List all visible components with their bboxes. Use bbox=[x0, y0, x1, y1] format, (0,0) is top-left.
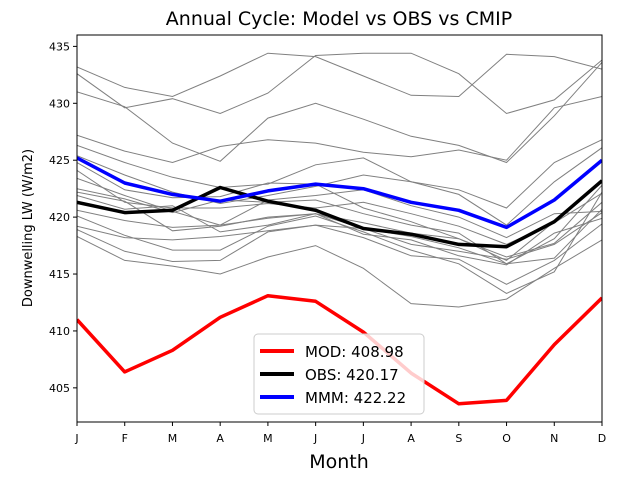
x-tick-label: F bbox=[122, 432, 128, 445]
cmip-model-line-17 bbox=[77, 191, 602, 294]
x-tick-label: M bbox=[168, 432, 178, 445]
cmip-model-line-1 bbox=[77, 52, 602, 98]
legend-label-obs: OBS: 420.17 bbox=[305, 366, 399, 384]
x-tick-label: J bbox=[74, 432, 78, 445]
cmip-model-line-6 bbox=[77, 147, 602, 226]
cmip-model-line-14 bbox=[77, 212, 602, 260]
legend: MOD: 408.98 OBS: 420.17 MMM: 422.22 bbox=[253, 333, 425, 415]
x-tick-label: N bbox=[550, 432, 558, 445]
highlight-series-lines bbox=[77, 156, 602, 406]
cmip-model-line-2 bbox=[77, 52, 602, 115]
plot-area bbox=[76, 34, 603, 423]
cmip-model-line-15 bbox=[77, 223, 602, 285]
y-axis-label: Downwelling LW (W/m2) bbox=[21, 149, 36, 307]
x-tick-label: O bbox=[502, 432, 511, 445]
obs-series-line bbox=[77, 179, 602, 249]
y-tick-label: 410 bbox=[49, 325, 70, 338]
mod-series-line bbox=[77, 293, 602, 406]
x-tick-label: D bbox=[598, 432, 606, 445]
plot-frame bbox=[76, 34, 603, 423]
x-tick-label: S bbox=[455, 432, 462, 445]
chart-title: Annual Cycle: Model vs OBS vs CMIP bbox=[166, 8, 512, 30]
x-axis-label: Month bbox=[309, 451, 369, 473]
cmip-model-line-3 bbox=[77, 61, 602, 164]
y-tick-label: 405 bbox=[49, 382, 70, 395]
x-tick-label: J bbox=[361, 432, 365, 445]
y-tick-label: 430 bbox=[49, 97, 70, 110]
legend-label-mmm: MMM: 422.22 bbox=[305, 389, 406, 407]
cmip-model-line-4 bbox=[77, 96, 602, 164]
y-tick-label: 435 bbox=[49, 40, 70, 53]
legend-label-mod: MOD: 408.98 bbox=[305, 343, 404, 361]
y-tick-label: 420 bbox=[49, 211, 70, 224]
x-tick-label: J bbox=[313, 432, 317, 445]
x-tick-label: M bbox=[263, 432, 273, 445]
y-axis: 405 410 415 420 425 430 435 bbox=[49, 40, 77, 395]
cmip-model-line-16 bbox=[77, 236, 602, 308]
cmip-model-line-5 bbox=[77, 139, 602, 209]
y-tick-label: 425 bbox=[49, 154, 70, 167]
cmip-model-line-7 bbox=[77, 162, 602, 261]
cmip-model-line-9 bbox=[77, 177, 602, 239]
x-tick-label: A bbox=[407, 432, 415, 445]
mmm-series-line bbox=[77, 156, 602, 230]
legend-box bbox=[253, 333, 425, 415]
y-tick-label: 415 bbox=[49, 268, 70, 281]
x-tick-label: A bbox=[216, 432, 224, 445]
